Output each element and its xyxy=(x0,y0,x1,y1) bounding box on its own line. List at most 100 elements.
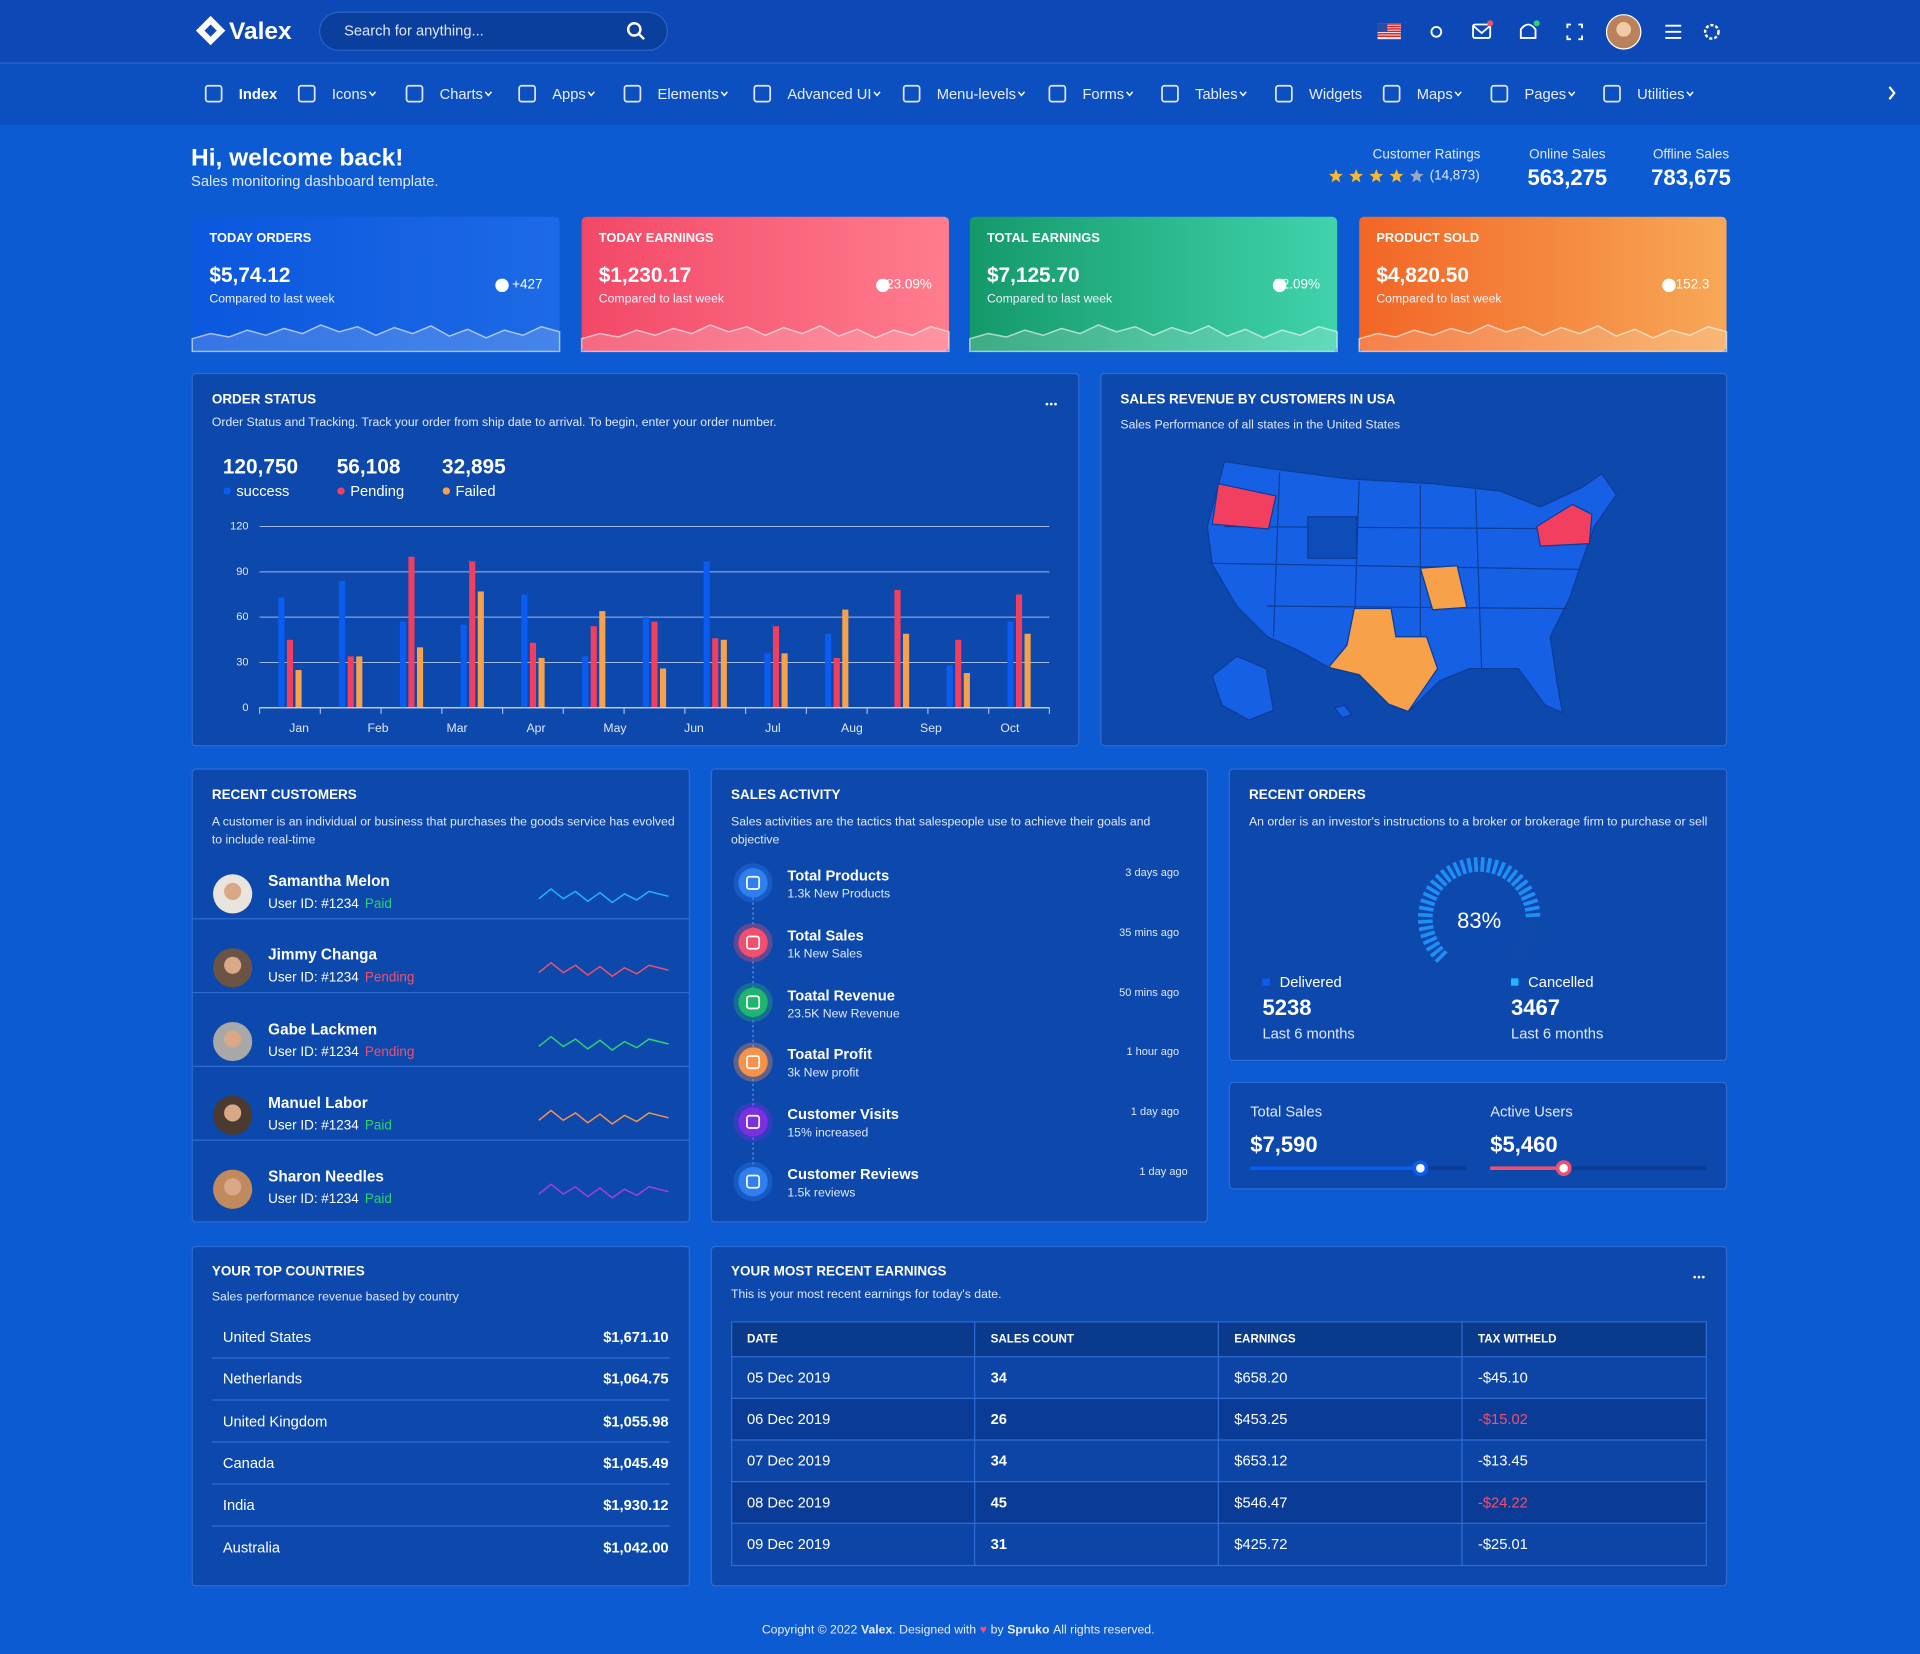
nav-item[interactable]: Pages xyxy=(1524,85,1567,103)
order-label: Cancelled xyxy=(1528,973,1594,991)
bell-badge xyxy=(1533,20,1540,27)
nav-item[interactable]: Utilities xyxy=(1637,85,1685,103)
card-title: YOUR MOST RECENT EARNINGS xyxy=(731,1264,947,1279)
activity-icon xyxy=(738,1107,768,1137)
bar xyxy=(416,647,424,708)
nav-icon xyxy=(518,84,536,103)
search-icon xyxy=(638,33,645,41)
gauge-tick xyxy=(1417,919,1433,924)
activity-title: Toatal Revenue xyxy=(787,986,895,1004)
nav-item[interactable]: Menu-levels xyxy=(936,85,1016,103)
customer-avatar-face xyxy=(224,882,242,901)
activity-time: 50 mins ago xyxy=(1119,985,1180,999)
table-cell: -$24.22 xyxy=(1477,1493,1528,1512)
gauge-tick xyxy=(1417,912,1433,918)
activity-glyph xyxy=(746,1174,761,1189)
kpi-change-icon xyxy=(495,278,509,293)
nav-item[interactable]: Charts xyxy=(439,85,483,103)
summary-label: Total Sales xyxy=(1250,1103,1323,1121)
x-tick-label: Jan xyxy=(289,722,309,736)
search-input[interactable]: Search for anything... xyxy=(344,22,484,40)
country-name: India xyxy=(222,1496,255,1514)
state-texas xyxy=(1327,607,1439,713)
nav-caret xyxy=(1454,91,1462,97)
menu-dot xyxy=(1049,402,1053,406)
gauge-tick xyxy=(1420,898,1436,907)
gauge-value: 83% xyxy=(1457,908,1502,934)
gauge-tick xyxy=(1524,905,1540,912)
bar xyxy=(903,633,910,708)
nav-item[interactable]: Maps xyxy=(1416,85,1453,103)
x-tick-label: Aug xyxy=(841,722,863,736)
card-subtitle: This is your most recent earnings for to… xyxy=(731,1288,1002,1302)
customer-sparkline xyxy=(538,961,669,978)
gauge-tick xyxy=(1510,949,1524,963)
gauge-tick xyxy=(1514,945,1529,958)
kpi-change: +427 xyxy=(512,277,543,293)
kpi-card xyxy=(581,216,949,352)
welcome-subtitle: Sales monitoring dashboard template. xyxy=(191,172,439,190)
customer-id: User ID: #1234 xyxy=(268,1118,359,1134)
card-title: SALES ACTIVITY xyxy=(731,787,841,803)
country-value: $1,055.98 xyxy=(603,1412,669,1430)
nav-item[interactable]: Index xyxy=(238,85,278,103)
flag-canton xyxy=(1377,23,1388,32)
activity-title: Customer Visits xyxy=(787,1105,899,1124)
menu-dot xyxy=(1054,402,1057,406)
activity-sub: 15% increased xyxy=(787,1126,869,1141)
nav-item[interactable]: Elements xyxy=(657,85,719,103)
x-tick-label: Jun xyxy=(684,722,704,736)
country-name: United States xyxy=(222,1328,312,1346)
country-name: Netherlands xyxy=(222,1370,303,1388)
bar xyxy=(842,609,849,708)
nav-caret xyxy=(1568,91,1576,97)
bar xyxy=(703,561,710,708)
footer-text: Copyright © 2022 xyxy=(761,1623,858,1638)
gauge-tick xyxy=(1480,857,1485,873)
activity-title: Total Sales xyxy=(787,926,864,944)
gauge-tick xyxy=(1525,919,1541,924)
nav-item[interactable]: Widgets xyxy=(1308,85,1363,103)
kpi-note: Compared to last week xyxy=(598,292,725,307)
activity-glyph xyxy=(746,995,761,1010)
nav-item[interactable]: Apps xyxy=(552,85,586,103)
mail-icon xyxy=(1472,23,1492,39)
table-cell: 26 xyxy=(990,1410,1007,1428)
table-cell: 09 Dec 2019 xyxy=(746,1535,831,1553)
activity-glyph xyxy=(746,875,761,890)
nav-item[interactable]: Tables xyxy=(1195,85,1238,103)
activity-icon xyxy=(738,987,768,1018)
activity-time: 3 days ago xyxy=(1125,866,1180,879)
kpi-sparkline-area xyxy=(1358,324,1728,353)
y-tick-label: 30 xyxy=(236,655,249,668)
nav-bar xyxy=(0,63,1920,125)
card xyxy=(191,1245,691,1587)
nav-item[interactable]: Forms xyxy=(1082,85,1125,103)
customer-status: Pending xyxy=(364,970,415,986)
nav-item[interactable]: Advanced UI xyxy=(787,85,872,103)
summary-value: $5,460 xyxy=(1490,1132,1558,1158)
mail-badge xyxy=(1487,20,1494,27)
kpi-card xyxy=(969,216,1338,352)
nav-icon xyxy=(623,84,642,103)
nav-caret xyxy=(1239,91,1247,97)
kpi-label: TODAY ORDERS xyxy=(209,231,312,246)
kpi-sparkline-area xyxy=(191,324,561,353)
rating-star xyxy=(1349,168,1364,183)
bar xyxy=(720,639,727,708)
nav-item[interactable]: Icons xyxy=(331,85,367,103)
bar xyxy=(529,642,537,708)
rating-star xyxy=(1409,168,1424,183)
gauge-tick xyxy=(1510,873,1524,887)
footer: Copyright © 2022 Valex. Designed with ♥ by S… xyxy=(761,1623,1158,1638)
flag-stripe xyxy=(1377,35,1401,37)
footer-text: All rights reserved. xyxy=(1053,1623,1155,1638)
bell-icon xyxy=(1519,23,1537,39)
table-cell: $546.47 xyxy=(1234,1493,1288,1512)
bar xyxy=(963,673,970,708)
legend-total: 56,108 xyxy=(336,454,401,479)
nav-icon xyxy=(1161,84,1179,103)
bar xyxy=(781,653,788,708)
customer-name: Jimmy Changa xyxy=(268,946,378,964)
table-cell: $653.12 xyxy=(1234,1452,1288,1470)
